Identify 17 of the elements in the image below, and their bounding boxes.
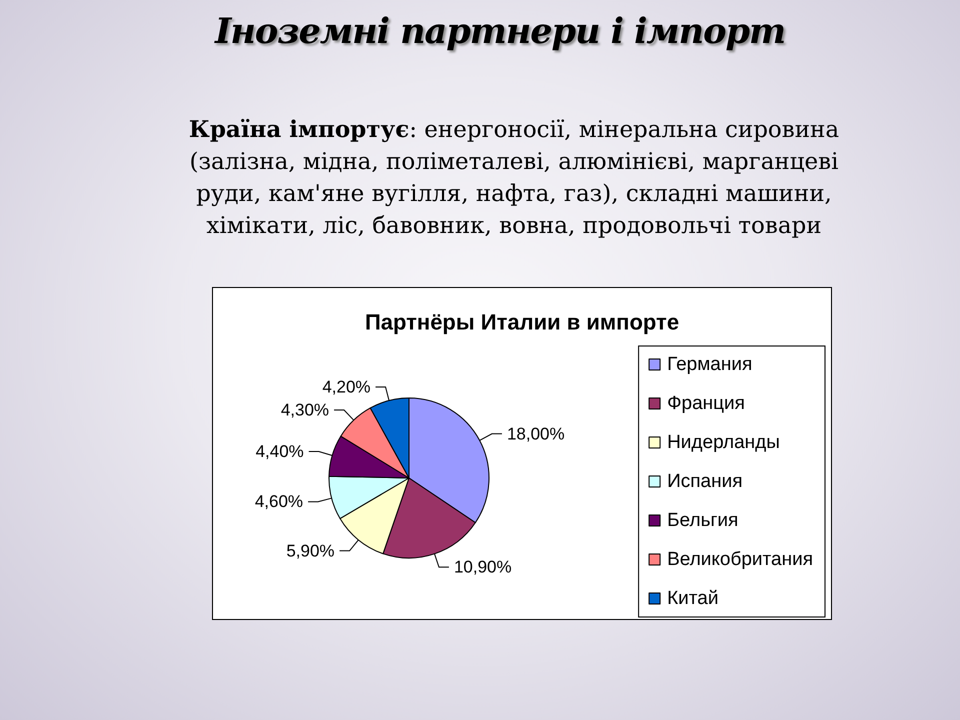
data-label: 18,00% — [506, 424, 565, 444]
legend-label: Испания — [667, 471, 742, 492]
text: Іноземні партнери і імпорт — [213, 10, 786, 54]
legend-label: Германия — [667, 354, 752, 375]
legend-label: Нидерланды — [667, 432, 780, 453]
data-label: 4,20% — [322, 377, 371, 396]
legend-label: Франция — [667, 393, 745, 414]
legend-label: Бельгия — [667, 510, 738, 531]
chart-title: Партнёры Италии в импорте — [364, 310, 680, 334]
data-label: 4,60% — [254, 492, 304, 512]
text: Країна імпортує: енергоносії, мінеральна сировина (залізна, мідна, поліметалеві, алюмінієві, марганцеві руди, кам'яне вугілля, нафта, газ), складні машини, хімікати, ліс, бавовник, вовна, продовольчі товари — [188, 115, 840, 241]
data-label: 4,30% — [280, 400, 330, 420]
legend-label: Великобритания — [667, 549, 814, 570]
legend-label: Китай — [667, 588, 718, 609]
data-label: 10,90% — [454, 558, 512, 577]
data-label: 4,40% — [256, 442, 304, 462]
data-label: 5,90% — [286, 541, 335, 560]
